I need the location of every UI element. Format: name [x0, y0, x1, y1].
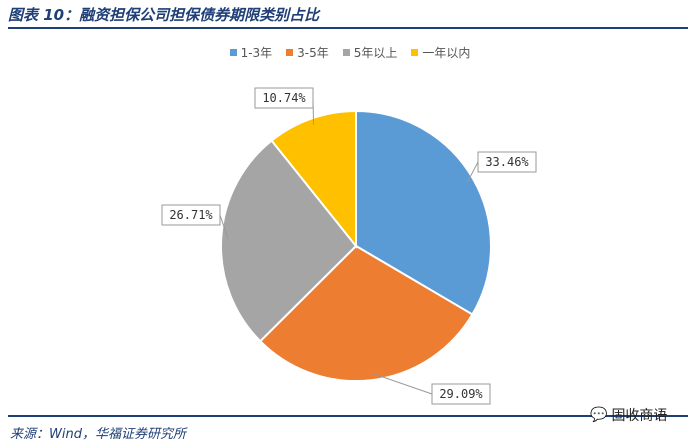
legend-item-within-1: 一年以内 [411, 44, 470, 61]
legend-item-5-plus: 5年以上 [342, 44, 398, 61]
pie-slice-0 [355, 109, 492, 316]
data-label-box-3 [254, 87, 314, 109]
title-divider [8, 27, 688, 29]
pie-slice-2 [220, 139, 358, 343]
legend-swatch-1-3 [229, 49, 237, 56]
wechat-icon: 💬 [590, 407, 608, 423]
legend-label-within-1: 一年以内 [422, 46, 471, 60]
legend-item-1-3: 1-3年 [229, 44, 273, 61]
watermark-text: 固收商语 [611, 408, 668, 424]
data-label-2: 26.71% [169, 208, 213, 222]
label-connector-1 [371, 372, 433, 395]
label-connector-2 [219, 214, 229, 239]
watermark: 💬 固收商语 [590, 405, 667, 425]
legend-item-3-5: 3-5年 [286, 44, 329, 61]
data-label-box-1 [431, 383, 491, 405]
data-label-box-2 [161, 204, 221, 226]
legend-swatch-5-plus [342, 49, 350, 56]
data-label-box-0 [477, 151, 537, 173]
pie-slice-3 [270, 109, 357, 249]
legend-label-3-5: 3-5年 [297, 46, 329, 60]
figure-title: 图表 10：融资担保公司担保债券期限类别占比 [8, 6, 320, 24]
legend-swatch-within-1 [411, 49, 419, 56]
data-label-1: 29.09% [439, 387, 483, 401]
legend-label-1-3: 1-3年 [240, 46, 273, 60]
source-note: 来源：Wind，华福证券研究所 [10, 427, 186, 442]
data-label-0: 33.46% [485, 155, 529, 169]
legend-label-5-plus: 5年以上 [353, 46, 398, 60]
legend-swatch-3-5 [286, 49, 294, 56]
label-connector-0 [466, 161, 479, 183]
chart-legend: 1-3年 3-5年 5年以上 一年以内 [0, 44, 700, 61]
pie-slice-1 [258, 244, 474, 382]
data-label-3: 10.74% [262, 91, 306, 105]
source-divider [8, 415, 688, 417]
